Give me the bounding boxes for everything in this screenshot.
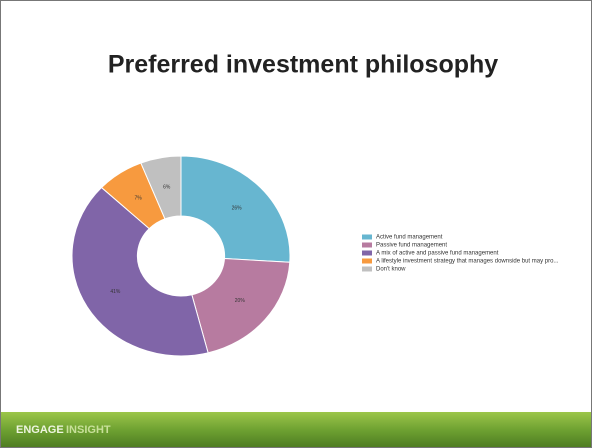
legend-swatch <box>362 234 372 240</box>
legend-label: A lifestyle investment strategy that man… <box>376 259 559 265</box>
legend-swatch <box>362 250 372 256</box>
legend-label: A mix of active and passive fund managem… <box>376 251 499 257</box>
slice-label: 20% <box>235 298 246 304</box>
slice-label: 41% <box>110 289 121 295</box>
slice-label: 7% <box>134 195 142 201</box>
slice-label: 26% <box>232 205 243 211</box>
legend-label: Don't know <box>376 267 406 273</box>
pie-slice <box>140 155 182 220</box>
footer-band <box>1 412 591 447</box>
pie-slice <box>71 186 209 357</box>
brand-b: INSIGHT <box>66 424 111 436</box>
brand-a: ENGAGE <box>16 424 64 436</box>
legend-swatch <box>362 258 372 264</box>
legend-label: Active fund management <box>376 235 443 241</box>
slice-label: 6% <box>163 185 171 191</box>
pie-slice <box>180 155 291 263</box>
legend-swatch <box>362 266 372 272</box>
pie-slice <box>191 257 291 354</box>
legend-label: Passive fund management <box>376 243 447 249</box>
chart-title: Preferred investment philosophy <box>108 51 498 79</box>
legend-swatch <box>362 242 372 248</box>
